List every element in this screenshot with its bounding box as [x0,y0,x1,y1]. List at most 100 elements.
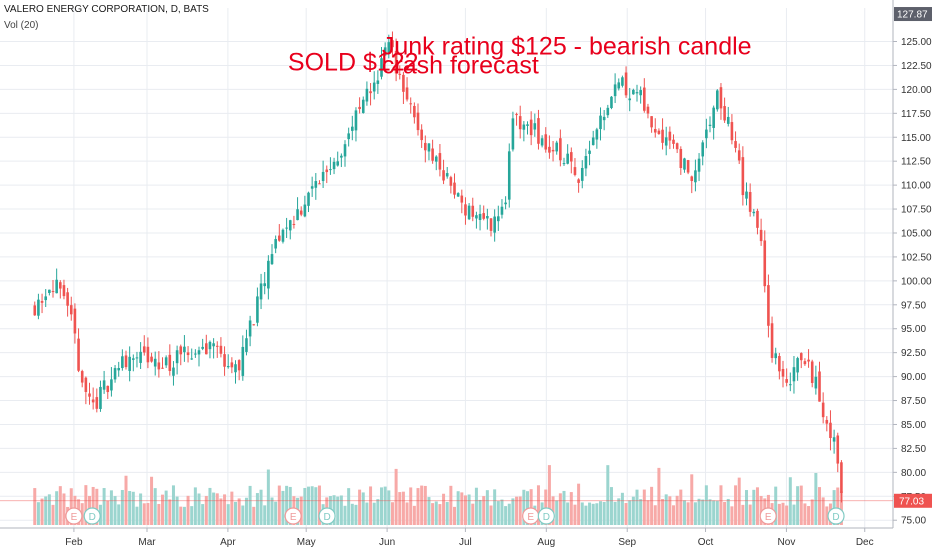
candle-body [818,371,821,402]
candles [33,31,843,503]
volume-bar [358,489,362,525]
candle-body [252,324,256,326]
last-price-label: 77.03 [899,496,924,507]
volume-bar [69,488,73,525]
volume-bar [259,489,263,525]
candle-body [62,285,66,297]
price-tick-label: 82.50 [901,444,926,455]
volume-bar [796,486,800,525]
volume-bar [839,491,843,525]
candle-body [44,296,48,301]
volume-bar [723,501,727,525]
candle-body [201,346,204,349]
candle-body [511,118,515,150]
candle-body [646,106,650,114]
price-tick-label: 100.00 [901,276,932,287]
volume-bar [555,500,559,525]
candle-body [507,151,511,200]
volume-bar [675,495,679,525]
volume-bar [602,502,606,525]
volume-bar [785,505,789,525]
candle-body [537,118,540,144]
candle-body [409,103,413,105]
candle-body [602,116,606,121]
candle-body [332,161,336,170]
volume-bar [668,496,672,525]
volume-bar [84,485,88,525]
candle-body [270,254,274,265]
volume-bar [836,487,840,525]
candle-body [40,301,44,303]
candle-body [639,90,642,96]
candle-body [387,42,391,53]
time-tick-label: Nov [778,537,796,548]
volume-bar [518,496,522,525]
candle-body [88,393,91,397]
candle-body [361,99,365,113]
candle-body [664,137,668,146]
price-tick-label: 85.00 [901,420,926,431]
volume-bar [398,492,402,525]
volume-bar [401,491,405,525]
price-tick-label: 105.00 [901,228,932,239]
candle-body [544,134,548,150]
candle-body [449,177,453,186]
volume-bar [628,500,632,525]
volume-bar [566,502,570,525]
candle-body [734,141,737,148]
candle-body [219,345,223,354]
volume-bar [463,495,467,525]
candle-body [117,367,121,371]
volume-bar [606,465,610,525]
dividend-marker [318,507,336,525]
candle-body [679,148,683,169]
candle-body [686,160,690,173]
volume-bar [55,491,59,525]
candle-body [405,87,409,100]
volume-bar [237,498,241,525]
volume-bar [482,496,486,525]
volume-bar [263,505,267,525]
volume-bar [544,489,548,525]
candle-body [434,156,438,162]
candle-body [110,379,113,391]
price-tick-label: 95.00 [901,324,926,335]
volume-bar [336,496,340,525]
volume-bar [467,494,471,525]
volume-bar [573,504,577,525]
candle-body [343,144,347,157]
volume-bar [635,489,639,525]
candle-body [453,182,456,195]
volume-bar [303,487,307,525]
volume-bar [496,501,500,525]
candle-body [402,74,405,92]
volume-bar [620,492,624,525]
candle-body [464,204,467,216]
candle-body [139,351,142,363]
candle-body [205,343,208,355]
candle-body [540,138,544,146]
price-tick-label: 117.50 [901,109,931,120]
volume-bar [474,487,478,525]
volume-bar [186,495,190,525]
candle-body [632,89,635,95]
volume-bar [317,485,321,525]
candle-body [712,107,715,128]
candle-body [657,130,661,134]
volume-bar [580,502,584,525]
candle-body [99,386,102,409]
volume-bar [434,501,438,525]
candle-body [223,354,226,367]
volume-bar [215,493,219,525]
volume-bar [442,493,446,525]
candle-body [774,353,778,359]
volume-bar [639,499,643,525]
volume-bar [380,487,384,525]
candle-body [482,213,486,219]
candle-body [829,422,832,439]
candle-body [759,229,763,242]
candle-body [146,346,150,363]
candle-body [73,308,77,334]
